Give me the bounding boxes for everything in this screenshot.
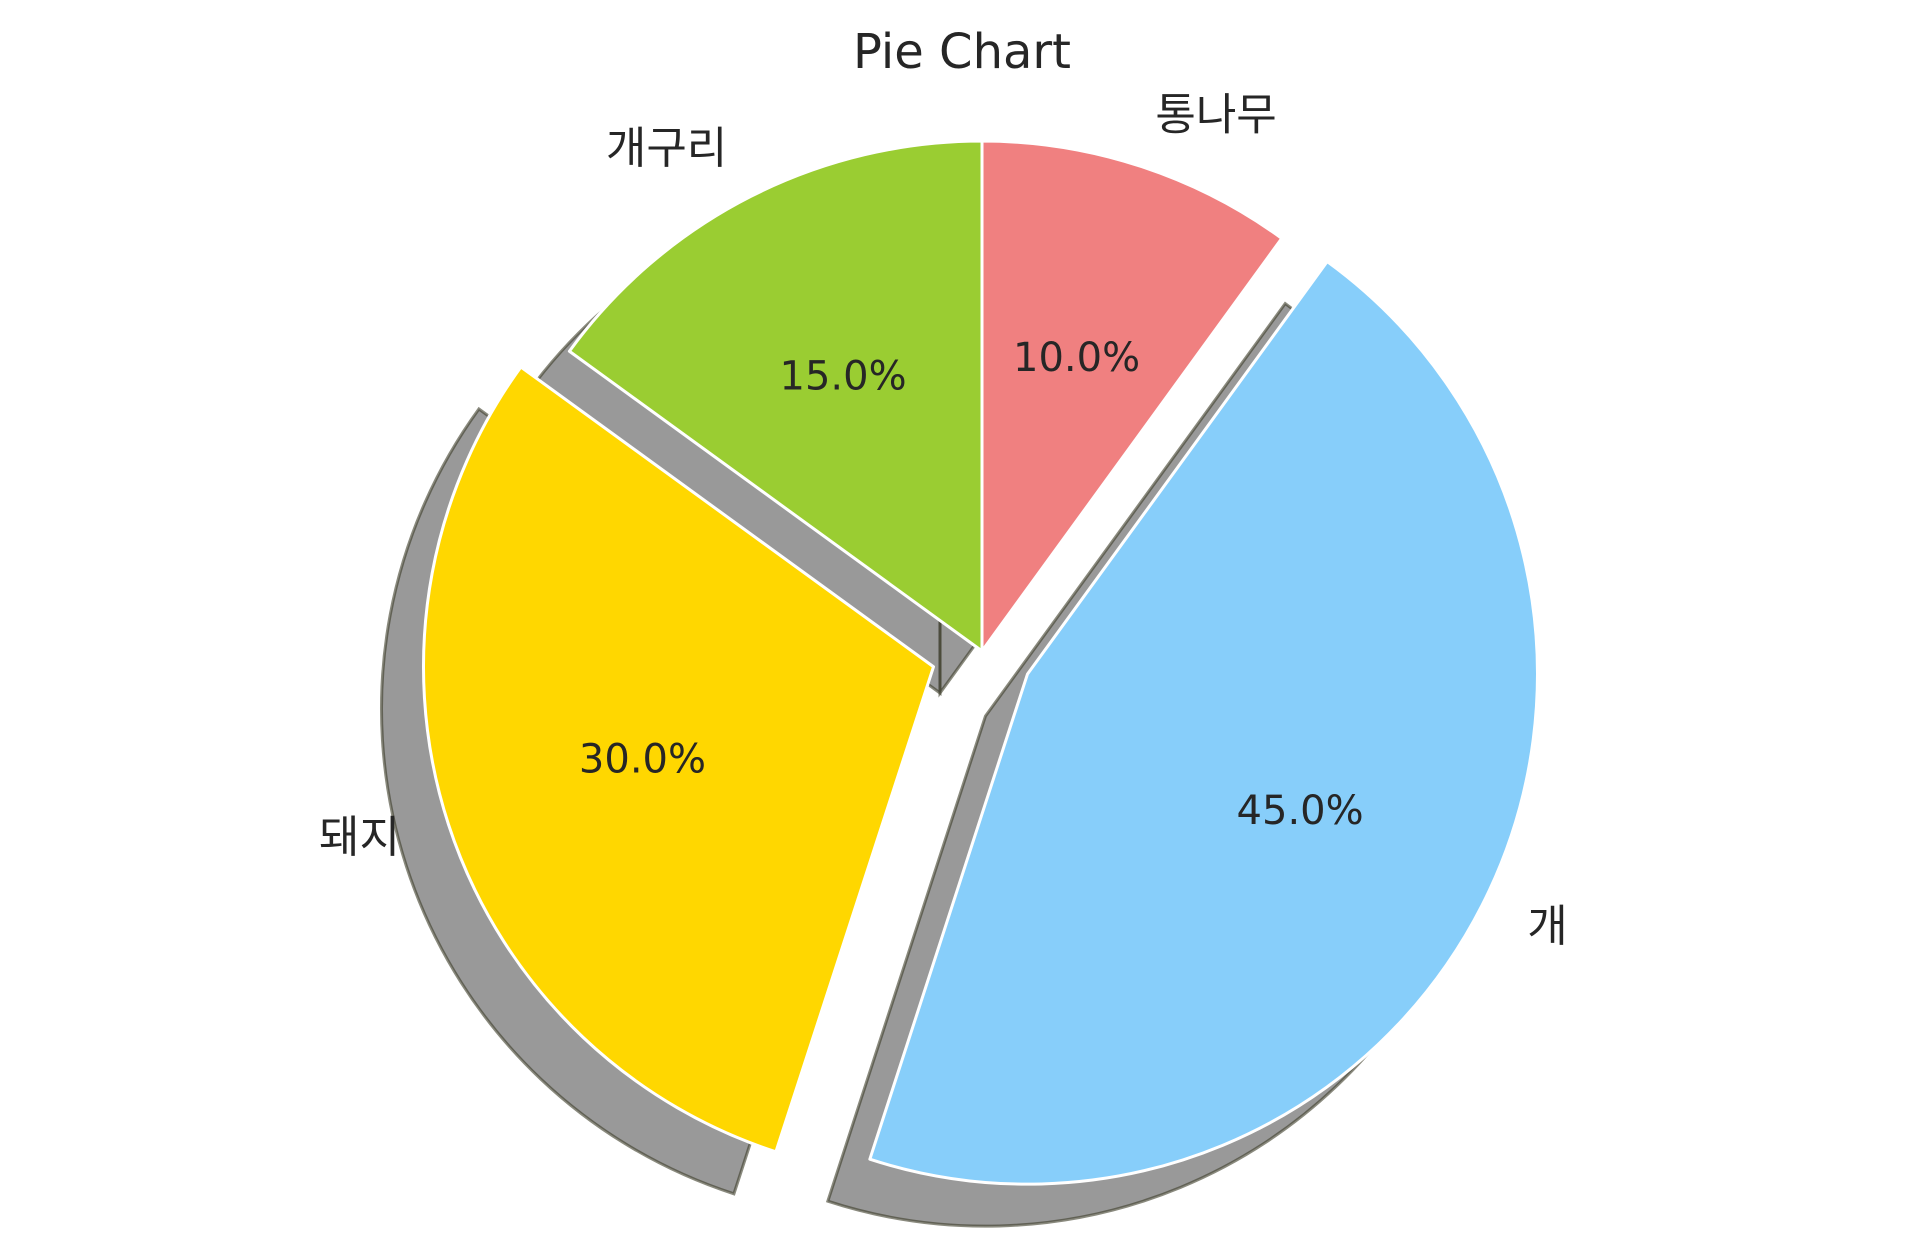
slice-label-1: 개 (1527, 901, 1567, 952)
slice-label-0: 통나무 (1155, 89, 1276, 140)
chart-title: Pie Chart (853, 24, 1071, 80)
pie-slice-0 (980, 139, 1284, 653)
slice-percent-label-1: 45.0% (1237, 788, 1364, 834)
slice-label-3: 개구리 (606, 123, 727, 174)
pie-slice-3 (567, 139, 984, 653)
slice-layer (422, 139, 1539, 1186)
slice-percent-label-2: 30.0% (579, 736, 706, 782)
label-layer: 통나무 10.0% 개 45.0% 돼지 30.0% 개구리 15.0% (319, 89, 1568, 951)
pie-slice-1 (868, 260, 1539, 1186)
slice-percent-label-3: 15.0% (780, 353, 907, 399)
slice-percent-label-0: 10.0% (1013, 335, 1140, 381)
slice-label-2: 돼지 (319, 812, 400, 863)
pie-slice-2 (422, 365, 935, 1154)
